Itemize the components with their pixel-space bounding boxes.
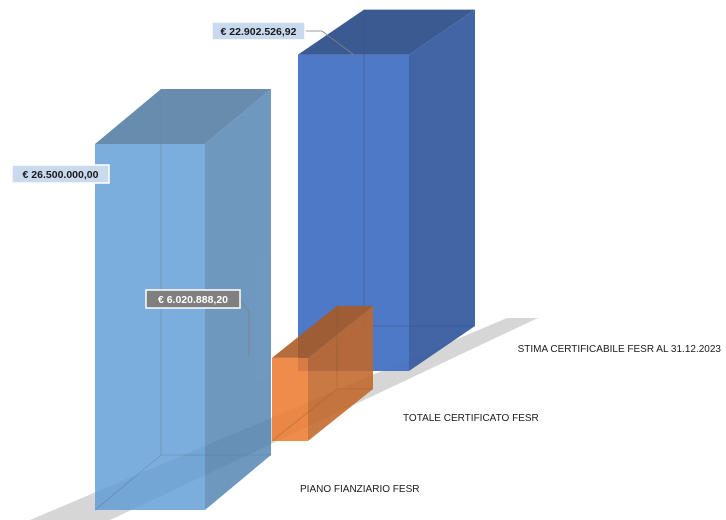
category-label-2: TOTALE CERTIFICATO FESR bbox=[403, 413, 539, 424]
data-label-leader-2 bbox=[239, 298, 250, 356]
bar-2-top bbox=[272, 305, 373, 358]
bar-1-front bbox=[95, 144, 205, 510]
bar-3 bbox=[297, 9, 475, 372]
data-label-1: € 26.500.000,00 bbox=[23, 169, 99, 181]
data-label-box-1 bbox=[11, 164, 110, 184]
bar-2-front bbox=[272, 357, 308, 441]
bar-3-front bbox=[298, 54, 409, 372]
category-label-1: PIANO FIANZIARIO FESR bbox=[300, 484, 419, 495]
data-label-box-2 bbox=[145, 289, 241, 309]
data-label-leader-3 bbox=[305, 30, 355, 56]
bar-2-side bbox=[308, 305, 373, 441]
bar-3-side bbox=[409, 9, 475, 372]
bar-3-top bbox=[298, 9, 475, 55]
data-label-3: € 22.902.526,92 bbox=[221, 26, 297, 38]
bar-2 bbox=[271, 305, 373, 442]
data-label-2: € 6.020.888,20 bbox=[158, 294, 228, 306]
category-label-3: STIMA CERTIFICABILE FESR AL 31.12.2023 bbox=[518, 344, 722, 355]
data-label-box-3 bbox=[211, 21, 306, 41]
bar-1-edges bbox=[94, 89, 162, 511]
bar-1-top bbox=[95, 89, 271, 144]
